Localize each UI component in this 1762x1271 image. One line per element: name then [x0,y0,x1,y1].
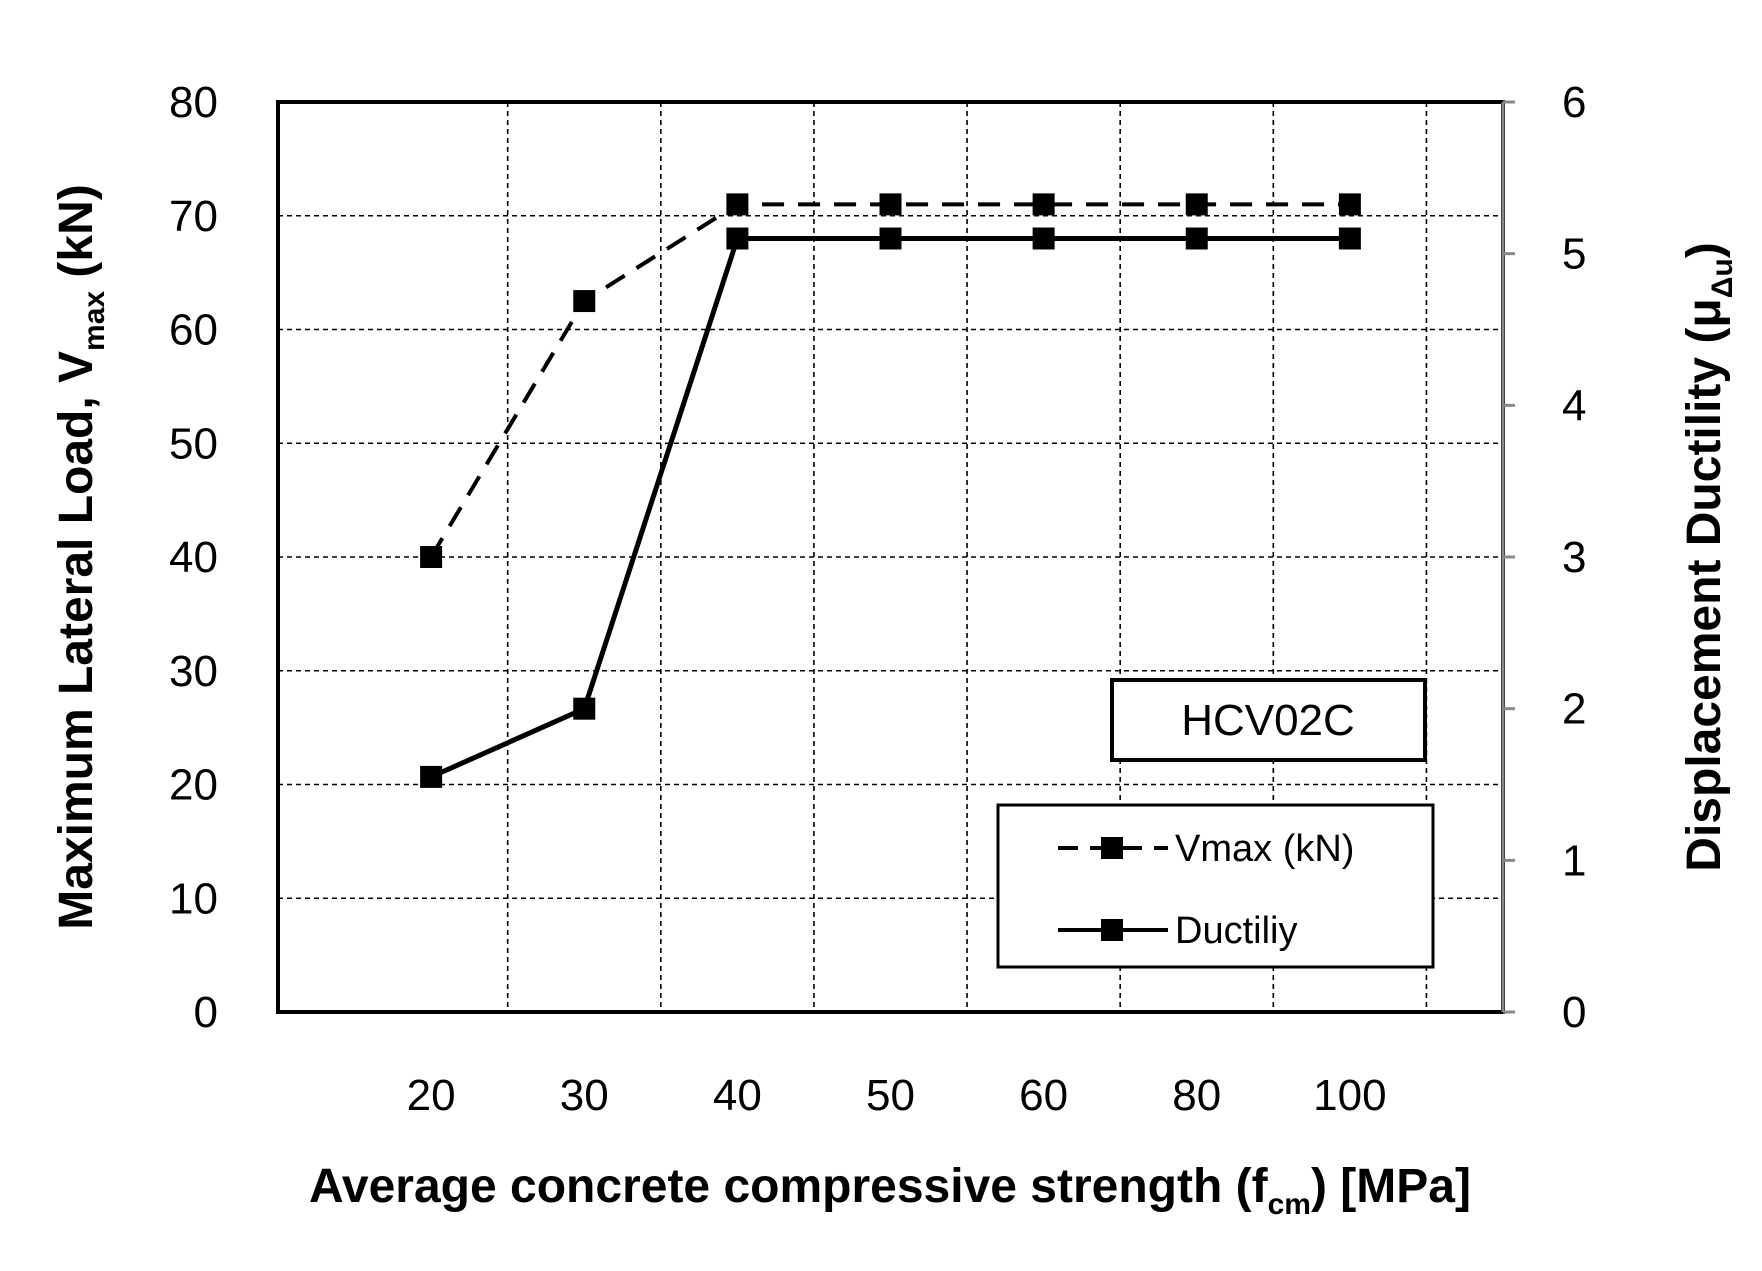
x-tick-label-60: 60 [1019,1071,1068,1120]
right-axis-ticks [1503,100,1515,1014]
legend-vmax-marker [1101,837,1123,859]
annotation-label: HCV02C [1181,696,1355,745]
series-marker-vmax-30 [573,290,596,313]
x-tick-label-40: 40 [713,1071,762,1120]
left-tick-label-40: 40 [169,533,218,582]
left-axis-title-main: Maximum Lateral Load, V [50,351,103,930]
series-marker-ductility-80 [1185,227,1208,250]
series-marker-ductility-20 [420,765,443,788]
left-tick-label-10: 10 [169,874,218,923]
right-tick-label-6: 6 [1562,78,1586,127]
x-axis-title: Average concrete compressive strength (f… [309,1160,1471,1221]
left-tick-label-60: 60 [169,306,218,355]
x-axis-tick-labels: 20 30 40 50 60 80 100 [407,1071,1387,1120]
x-tick-label-50: 50 [866,1071,915,1120]
x-tick-label-30: 30 [560,1071,609,1120]
right-tick-label-2: 2 [1562,685,1586,734]
annotation-box: HCV02C [1110,678,1427,762]
left-axis-title-tail: (kN) [50,184,103,291]
left-tick-label-70: 70 [169,192,218,241]
series-marker-vmax-60 [1032,193,1055,216]
series-marker-vmax-40 [726,193,749,216]
series-marker-ductility-30 [573,697,596,720]
right-axis-title-main: Displacement Ductility (μ [1678,298,1731,872]
left-tick-label-30: 30 [169,647,218,696]
legend-entry-vmax: Vmax (kN) [1058,828,1354,870]
left-axis-tick-labels: 0 10 20 30 40 50 60 70 80 [169,78,218,1037]
legend-frame [996,803,1435,969]
x-axis-title-main: Average concrete compressive strength (f [309,1160,1269,1213]
left-tick-label-80: 80 [169,78,218,127]
right-axis-tick-labels: 0 1 2 3 4 5 6 [1562,78,1586,1037]
gridlines [278,102,1503,1012]
x-axis-title-tail: ) [MPa] [1311,1160,1471,1213]
right-axis-title-sub: Δu [1706,258,1739,298]
left-tick-label-50: 50 [169,419,218,468]
x-tick-label-100: 100 [1313,1071,1386,1120]
right-axis-title-tail: ) [1678,242,1731,258]
right-tick-label-0: 0 [1562,988,1586,1037]
legend-ductility-marker [1101,919,1123,941]
legend-ductility-label: Ductiliy [1175,910,1297,952]
right-axis-title: Displacement Ductility (μΔu) [1678,242,1739,871]
series-marker-vmax-50 [879,193,902,216]
right-tick-label-4: 4 [1562,381,1586,430]
series-marker-ductility-40 [726,227,749,250]
series-marker-vmax-80 [1185,193,1208,216]
annotation-frame [1110,678,1427,762]
series-marker-vmax-100 [1338,193,1361,216]
left-tick-label-20: 20 [169,761,218,810]
series-marker-ductility-100 [1338,227,1361,250]
x-axis-title-sub: cm [1268,1188,1311,1221]
right-tick-label-1: 1 [1562,836,1586,885]
left-axis-title-sub: max [78,291,111,351]
series-marker-ductility-60 [1032,227,1055,250]
right-tick-label-3: 3 [1562,533,1586,582]
left-tick-label-0: 0 [194,988,218,1037]
series-marker-ductility-50 [879,227,902,250]
left-axis-title: Maximum Lateral Load, Vmax (kN) [50,184,111,930]
legend-entry-ductility: Ductiliy [1058,910,1297,952]
legend: Vmax (kN) Ductiliy [996,803,1435,969]
x-tick-label-80: 80 [1172,1071,1221,1120]
series-layer [420,193,1361,788]
right-tick-label-5: 5 [1562,230,1586,279]
x-tick-label-20: 20 [407,1071,456,1120]
series-marker-vmax-20 [420,546,443,568]
legend-vmax-label: Vmax (kN) [1175,828,1354,870]
